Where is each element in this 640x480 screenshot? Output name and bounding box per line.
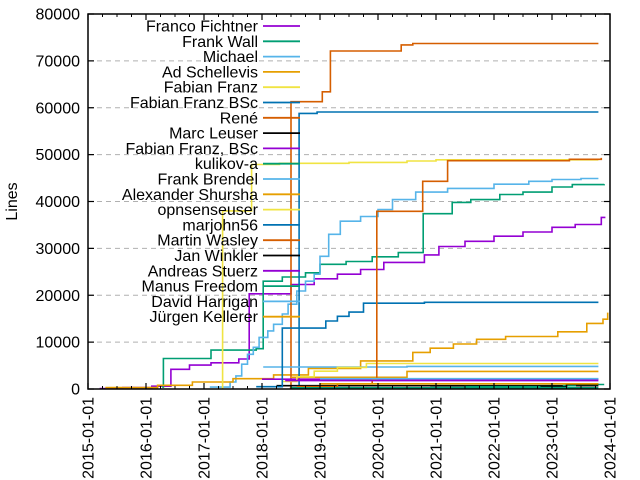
series-line-fabian-franz-bsc: [296, 111, 599, 389]
legend-item-manus-freedom: Manus Freedom: [142, 279, 259, 296]
x-tick-label: 2024-01-01: [603, 397, 620, 479]
legend-item-opnsenseuser: opnsenseuser: [157, 202, 258, 219]
series-line-opnsenseuser: [282, 362, 599, 383]
y-tick-label: 10000: [36, 335, 81, 352]
y-tick-label: 20000: [36, 288, 81, 305]
legend-item-michael: Michael: [203, 49, 258, 66]
series-line-frank-wall: [162, 183, 605, 388]
legend-item-kulikov-a: kulikov-a: [195, 156, 258, 173]
series-line-ren-: [289, 42, 599, 389]
x-tick-label: 2022-01-01: [487, 397, 504, 479]
y-tick-label: 0: [71, 382, 80, 399]
series-line-ad-schellevis: [105, 312, 609, 389]
series-line-franco-fichtner: [99, 216, 606, 390]
legend-item-frank-brendel: Frank Brendel: [158, 172, 259, 189]
x-tick-label: 2023-01-01: [545, 397, 562, 479]
x-tick-label: 2016-01-01: [139, 397, 156, 479]
legend-item-frank-wall: Frank Wall: [182, 34, 258, 51]
legend-item-marc-leuser: Marc Leuser: [169, 126, 259, 143]
y-tick-label: 70000: [36, 53, 81, 70]
y-axis-title: Lines: [4, 182, 21, 220]
legend-item-j-rgen-kellerer: Jürgen Kellerer: [150, 309, 259, 326]
x-tick-label: 2015-01-01: [81, 397, 98, 479]
legend-item-fabian-franz-bsc: Fabian Franz BSc: [130, 95, 258, 112]
x-tick-label: 2021-01-01: [429, 397, 446, 479]
series-line-alexander-shursha: [291, 370, 599, 379]
y-tick-label: 30000: [36, 241, 81, 258]
y-tick-label: 80000: [36, 7, 81, 24]
series-line-fabian-franz: [221, 159, 599, 389]
legend-item-andreas-stuerz: Andreas Stuerz: [148, 263, 258, 280]
x-tick-label: 2017-01-01: [197, 397, 214, 479]
legend-item-franco-fichtner: Franco Fichtner: [146, 19, 259, 36]
legend-item-ad-schellevis: Ad Schellevis: [162, 64, 258, 81]
x-tick-label: 2019-01-01: [313, 397, 330, 479]
legend-item-marjohn56: marjohn56: [182, 217, 258, 234]
legend-item-jan-winkler: Jan Winkler: [174, 248, 258, 265]
series-line-martin-wasley: [296, 157, 603, 388]
y-tick-label: 50000: [36, 147, 81, 164]
x-tick-label: 2018-01-01: [255, 397, 272, 479]
legend-item-fabian-franz-bsc: Fabian Franz, BSc: [126, 141, 259, 158]
legend-item-alexander-shursha: Alexander Shursha: [122, 187, 258, 204]
series-line-marjohn56: [256, 301, 599, 388]
legend-item-david-harrigan: David Harrigan: [151, 294, 258, 311]
x-tick-label: 2020-01-01: [371, 397, 388, 479]
series-line-frank-brendel: [263, 365, 599, 368]
legend-item-martin-wasley: Martin Wasley: [157, 233, 258, 250]
y-tick-label: 40000: [36, 194, 81, 211]
legend-item-fabian-franz: Fabian Franz: [164, 80, 258, 97]
legend-item-ren-: René: [220, 110, 258, 127]
series-line-michael: [209, 177, 599, 388]
y-tick-label: 60000: [36, 100, 81, 117]
